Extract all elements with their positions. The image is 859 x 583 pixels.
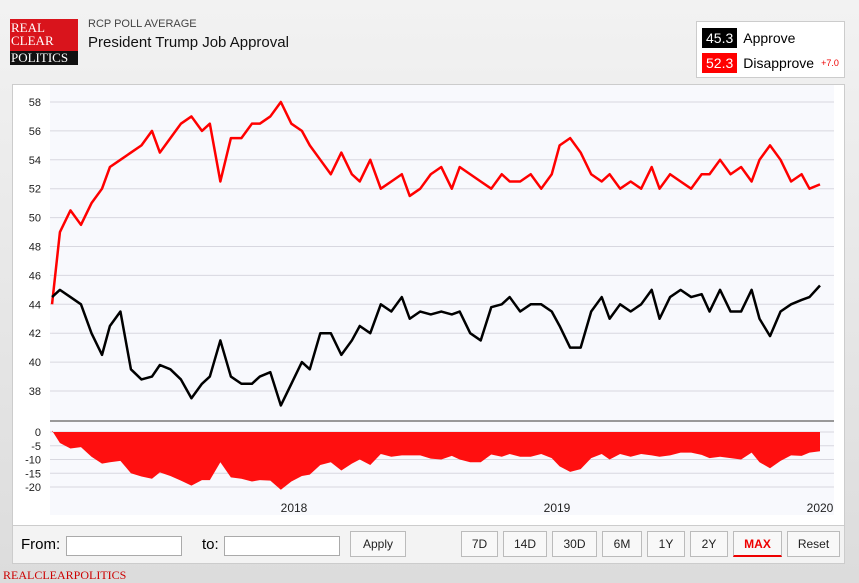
footer-brand[interactable]: REALCLEARPOLITICS [3, 568, 127, 582]
apply-button[interactable]: Apply [350, 531, 406, 557]
y-tick-label: 46 [29, 270, 41, 282]
disapprove-value: 52.3 [702, 53, 738, 73]
logo-text: REAL [11, 20, 45, 35]
spread-tick-label: -10 [25, 455, 41, 467]
approve-line [51, 284, 821, 407]
x-tick-label: 2020 [807, 501, 834, 515]
range-button-2y[interactable]: 2Y [690, 531, 728, 557]
y-tick-label: 40 [29, 357, 41, 369]
y-tick-label: 44 [29, 299, 41, 311]
y-tick-label: 50 [29, 213, 41, 225]
subtitle: RCP POLL AVERAGE [88, 18, 197, 30]
from-label: From: [21, 536, 61, 553]
y-tick-label: 42 [29, 328, 41, 340]
y-tick-label: 58 [29, 97, 41, 109]
x-tick-label: 2018 [281, 501, 308, 515]
chart-panel: 58 56 54 52 50 48 46 44 42 40 38 0 -5 -10 -15 -20 2018 20… [12, 84, 845, 526]
range-button-reset[interactable]: Reset [787, 531, 840, 557]
range-button-30d[interactable]: 30D [552, 531, 597, 557]
spread-tick-label: -20 [25, 482, 41, 494]
y-tick-label: 48 [29, 242, 41, 254]
range-controls: From: to: Apply 7D 14D 30D 6M 1Y 2Y MAX Reset [12, 526, 845, 564]
range-button-14d[interactable]: 14D [503, 531, 547, 557]
y-tick-label: 52 [29, 184, 41, 196]
range-button-max[interactable]: MAX [733, 531, 782, 557]
legend: 45.3 Approve 52.3 Disapprove +7.0 [696, 21, 845, 78]
disapprove-label: Disapprove [743, 55, 815, 71]
rcp-logo[interactable]: REAL CLEAR POLITICS [10, 19, 78, 65]
disapprove-line [50, 100, 821, 305]
from-input[interactable] [66, 536, 182, 556]
logo-text: CLEAR [11, 33, 54, 48]
y-tick-label: 56 [29, 126, 41, 138]
y-tick-label: 54 [29, 155, 41, 167]
spread-area [52, 430, 821, 490]
to-input[interactable] [224, 536, 340, 556]
y-tick-label: 38 [29, 386, 41, 398]
spread-tick-label: -15 [25, 468, 41, 480]
approval-chart: 58 56 54 52 50 48 46 44 42 40 38 0 -5 -10-15 -20 2018 20… [25, 85, 834, 515]
approve-value: 45.3 [702, 28, 738, 48]
range-button-6m[interactable]: 6M [602, 531, 642, 557]
logo-text: POLITICS [10, 51, 78, 65]
range-button-1y[interactable]: 1Y [647, 531, 685, 557]
approve-label: Approve [743, 30, 796, 46]
to-label: to: [202, 536, 219, 553]
spread-tick-label: 0 [35, 427, 41, 439]
page-title: President Trump Job Approval [88, 34, 289, 51]
x-tick-label: 2019 [544, 501, 571, 515]
range-button-7d[interactable]: 7D [461, 531, 498, 557]
spread-value: +7.0 [821, 58, 839, 68]
spread-tick-label: -5 [31, 441, 41, 453]
